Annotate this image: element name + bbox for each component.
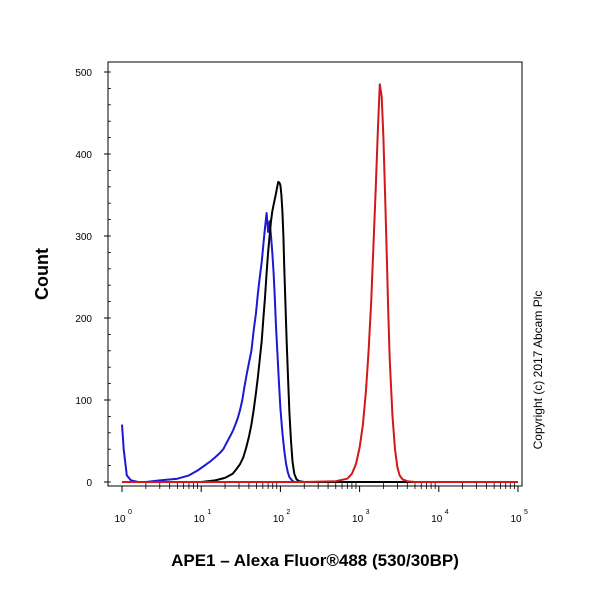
x-tick-label-2: 10 <box>273 514 285 525</box>
x-tick-exponent-1: 1 <box>207 509 211 516</box>
axis-ticks <box>104 71 519 492</box>
x-tick-label-3: 10 <box>352 514 364 525</box>
x-axis-title: APE1 – Alexa Fluor®488 (530/30BP) <box>171 551 459 570</box>
y-tick-label-5: 500 <box>75 68 92 79</box>
plot-frame <box>107 61 523 487</box>
y-tick-label-1: 100 <box>75 396 92 407</box>
series-line-1 <box>122 180 518 483</box>
x-tick-label-5: 10 <box>510 514 522 525</box>
y-axis-title: Count <box>32 248 52 300</box>
y-tick-label-3: 300 <box>75 232 92 243</box>
x-tick-exponent-0: 0 <box>128 509 132 516</box>
x-tick-exponent-3: 3 <box>366 509 370 516</box>
series-line-0 <box>121 212 518 483</box>
x-tick-exponent-4: 4 <box>445 509 449 516</box>
series-group <box>121 83 518 483</box>
x-tick-label-4: 10 <box>431 514 443 525</box>
y-tick-label-0: 0 <box>86 478 92 489</box>
y-tick-label-4: 400 <box>75 150 92 161</box>
x-tick-label-1: 10 <box>194 514 206 525</box>
y-tick-label-2: 200 <box>75 314 92 325</box>
copyright-annotation: Copyright (c) 2017 Abcam Plc <box>531 291 545 450</box>
series-line-2 <box>122 83 518 483</box>
x-tick-exponent-5: 5 <box>524 509 528 516</box>
x-tick-exponent-2: 2 <box>286 509 290 516</box>
x-tick-label-0: 10 <box>114 514 126 525</box>
